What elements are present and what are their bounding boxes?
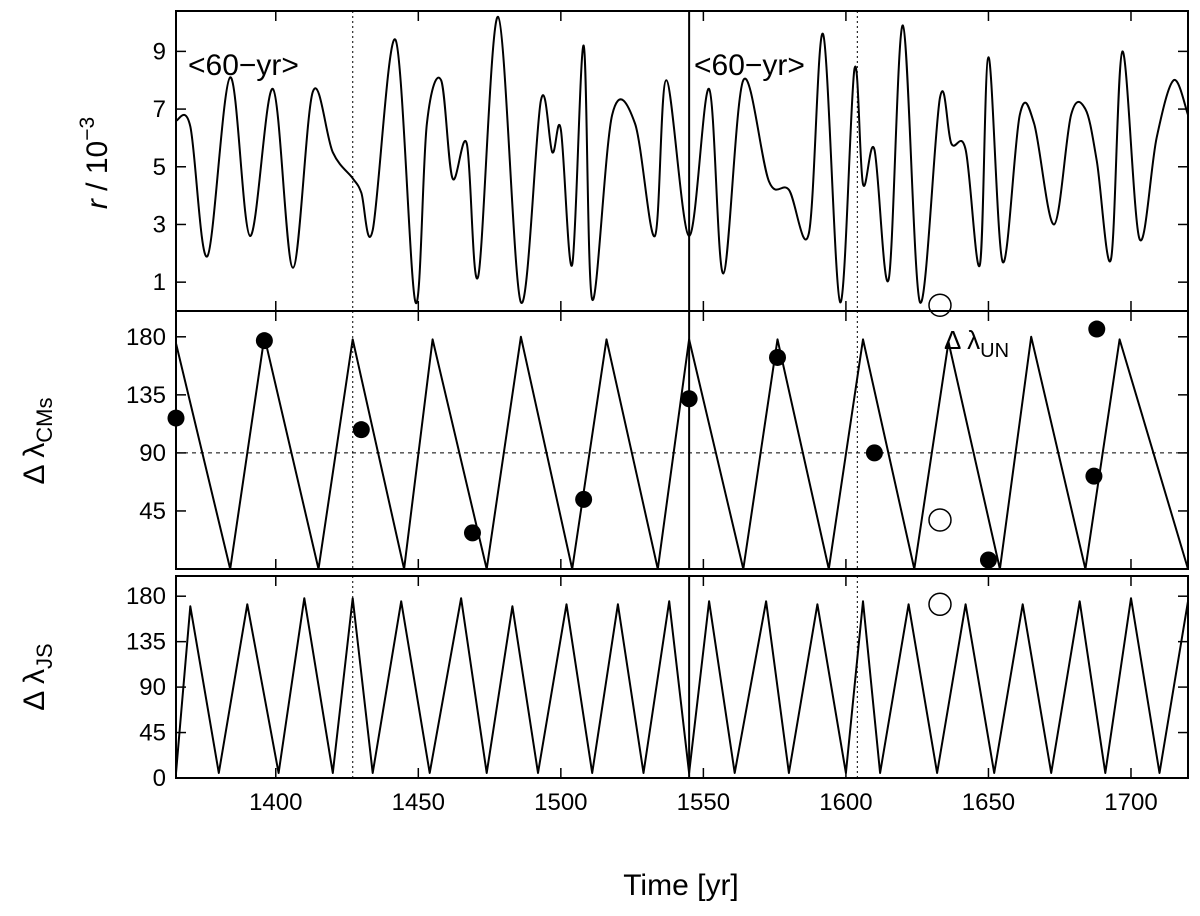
data-point-cms (1085, 467, 1103, 485)
y-tick-label-cms: 90 (139, 440, 166, 467)
data-point-cms (680, 390, 698, 408)
data-point-cms (575, 490, 593, 508)
panel-frame-cms (175, 310, 1189, 570)
series-line-cms (175, 335, 1189, 570)
y-tick-label-r: 1 (153, 269, 166, 296)
data-point-cms (352, 421, 370, 439)
series-line-js (175, 597, 1189, 774)
x-tick-label: 1650 (962, 789, 1015, 816)
data-point-cms (979, 551, 997, 569)
y-tick-label-r: 5 (153, 154, 166, 181)
y-tick-label-cms: 45 (139, 498, 166, 525)
annotation-60yr-right: <60−yr> (694, 49, 805, 82)
series-line-r (175, 15, 1189, 304)
x-axis-label: Time [yr] (623, 869, 739, 902)
x-tick-label: 1450 (392, 789, 445, 816)
data-point-cms (768, 348, 786, 366)
panel-frame-js (175, 575, 1189, 779)
y-tick-label-r: 9 (153, 38, 166, 65)
panel-r: 1 3 5 7 9 (153, 10, 1189, 312)
panel-frame-r (175, 10, 1189, 312)
data-point-cms (167, 409, 185, 427)
panel-cms: 45 90 135 180 (126, 310, 1189, 570)
open-circle-js (928, 592, 952, 617)
annotation-delta-lambda-un: Δ λUN (944, 325, 1009, 362)
y-tick-label-js: 90 (139, 674, 166, 701)
y-axis-label-js: Δ λJS (18, 643, 57, 710)
annotation-60yr-left: <60−yr> (188, 49, 299, 82)
y-tick-label-cms: 135 (126, 382, 166, 409)
y-tick-label-js: 180 (126, 583, 166, 610)
y-tick-label-r: 7 (153, 96, 166, 123)
x-tick-label: 1600 (819, 789, 872, 816)
y-axis-label-r: r / 10−3 (76, 117, 114, 209)
y-tick-label-r: 3 (153, 211, 166, 238)
panel-js: 0 45 90 135 180 (126, 575, 1189, 792)
y-tick-label-js: 0 (153, 765, 166, 792)
x-tick-label: 1500 (534, 789, 587, 816)
x-tick-label: 1400 (249, 789, 302, 816)
data-point-cms (255, 332, 273, 350)
data-point-cms (1088, 320, 1106, 338)
data-point-cms (463, 524, 481, 542)
y-tick-label-js: 45 (139, 720, 166, 747)
open-circle-cms (928, 508, 952, 532)
x-tick-label: 1700 (1104, 789, 1157, 816)
x-tick-label: 1550 (677, 789, 730, 816)
y-tick-label-js: 135 (126, 629, 166, 656)
data-point-cms (865, 444, 883, 462)
y-axis-label-cms: Δ λCMs (18, 398, 57, 485)
open-circle-r (928, 293, 952, 317)
y-tick-label-cms: 180 (126, 324, 166, 351)
